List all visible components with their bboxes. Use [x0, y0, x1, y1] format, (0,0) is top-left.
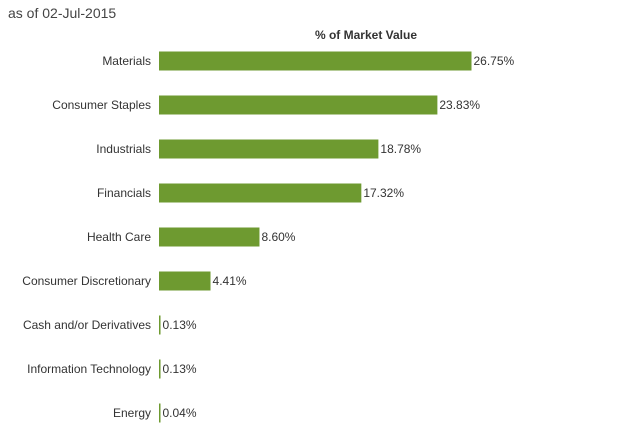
as-of-date: as of 02-Jul-2015 — [8, 5, 117, 21]
bar — [159, 271, 211, 291]
value-label: 4.41% — [213, 274, 247, 288]
value-label: 0.13% — [163, 318, 197, 332]
bar — [159, 139, 379, 159]
value-label: 18.78% — [380, 142, 421, 156]
value-label: 23.83% — [439, 98, 480, 112]
value-label: 8.60% — [261, 230, 295, 244]
bar — [159, 95, 438, 115]
value-label: 26.75% — [474, 54, 515, 68]
value-label: 0.04% — [163, 406, 197, 420]
chart-title: % of Market Value — [315, 28, 417, 42]
value-label: 0.13% — [163, 362, 197, 376]
category-label: Consumer Discretionary — [22, 274, 151, 288]
category-label: Energy — [113, 406, 151, 420]
category-label: Cash and/or Derivatives — [23, 318, 151, 332]
category-label: Industrials — [96, 142, 151, 156]
bar — [159, 359, 161, 379]
bar — [159, 227, 260, 247]
category-label: Financials — [97, 186, 151, 200]
category-label: Materials — [102, 54, 151, 68]
bar — [159, 183, 362, 203]
category-label: Information Technology — [27, 362, 151, 376]
category-label: Health Care — [87, 230, 151, 244]
value-label: 17.32% — [363, 186, 404, 200]
bar — [159, 315, 161, 335]
category-label: Consumer Staples — [52, 98, 151, 112]
chart-rows: Materials 26.75% Consumer Staples 23.83% Ind… — [22, 51, 515, 423]
bar — [159, 403, 161, 423]
bar — [159, 51, 472, 71]
